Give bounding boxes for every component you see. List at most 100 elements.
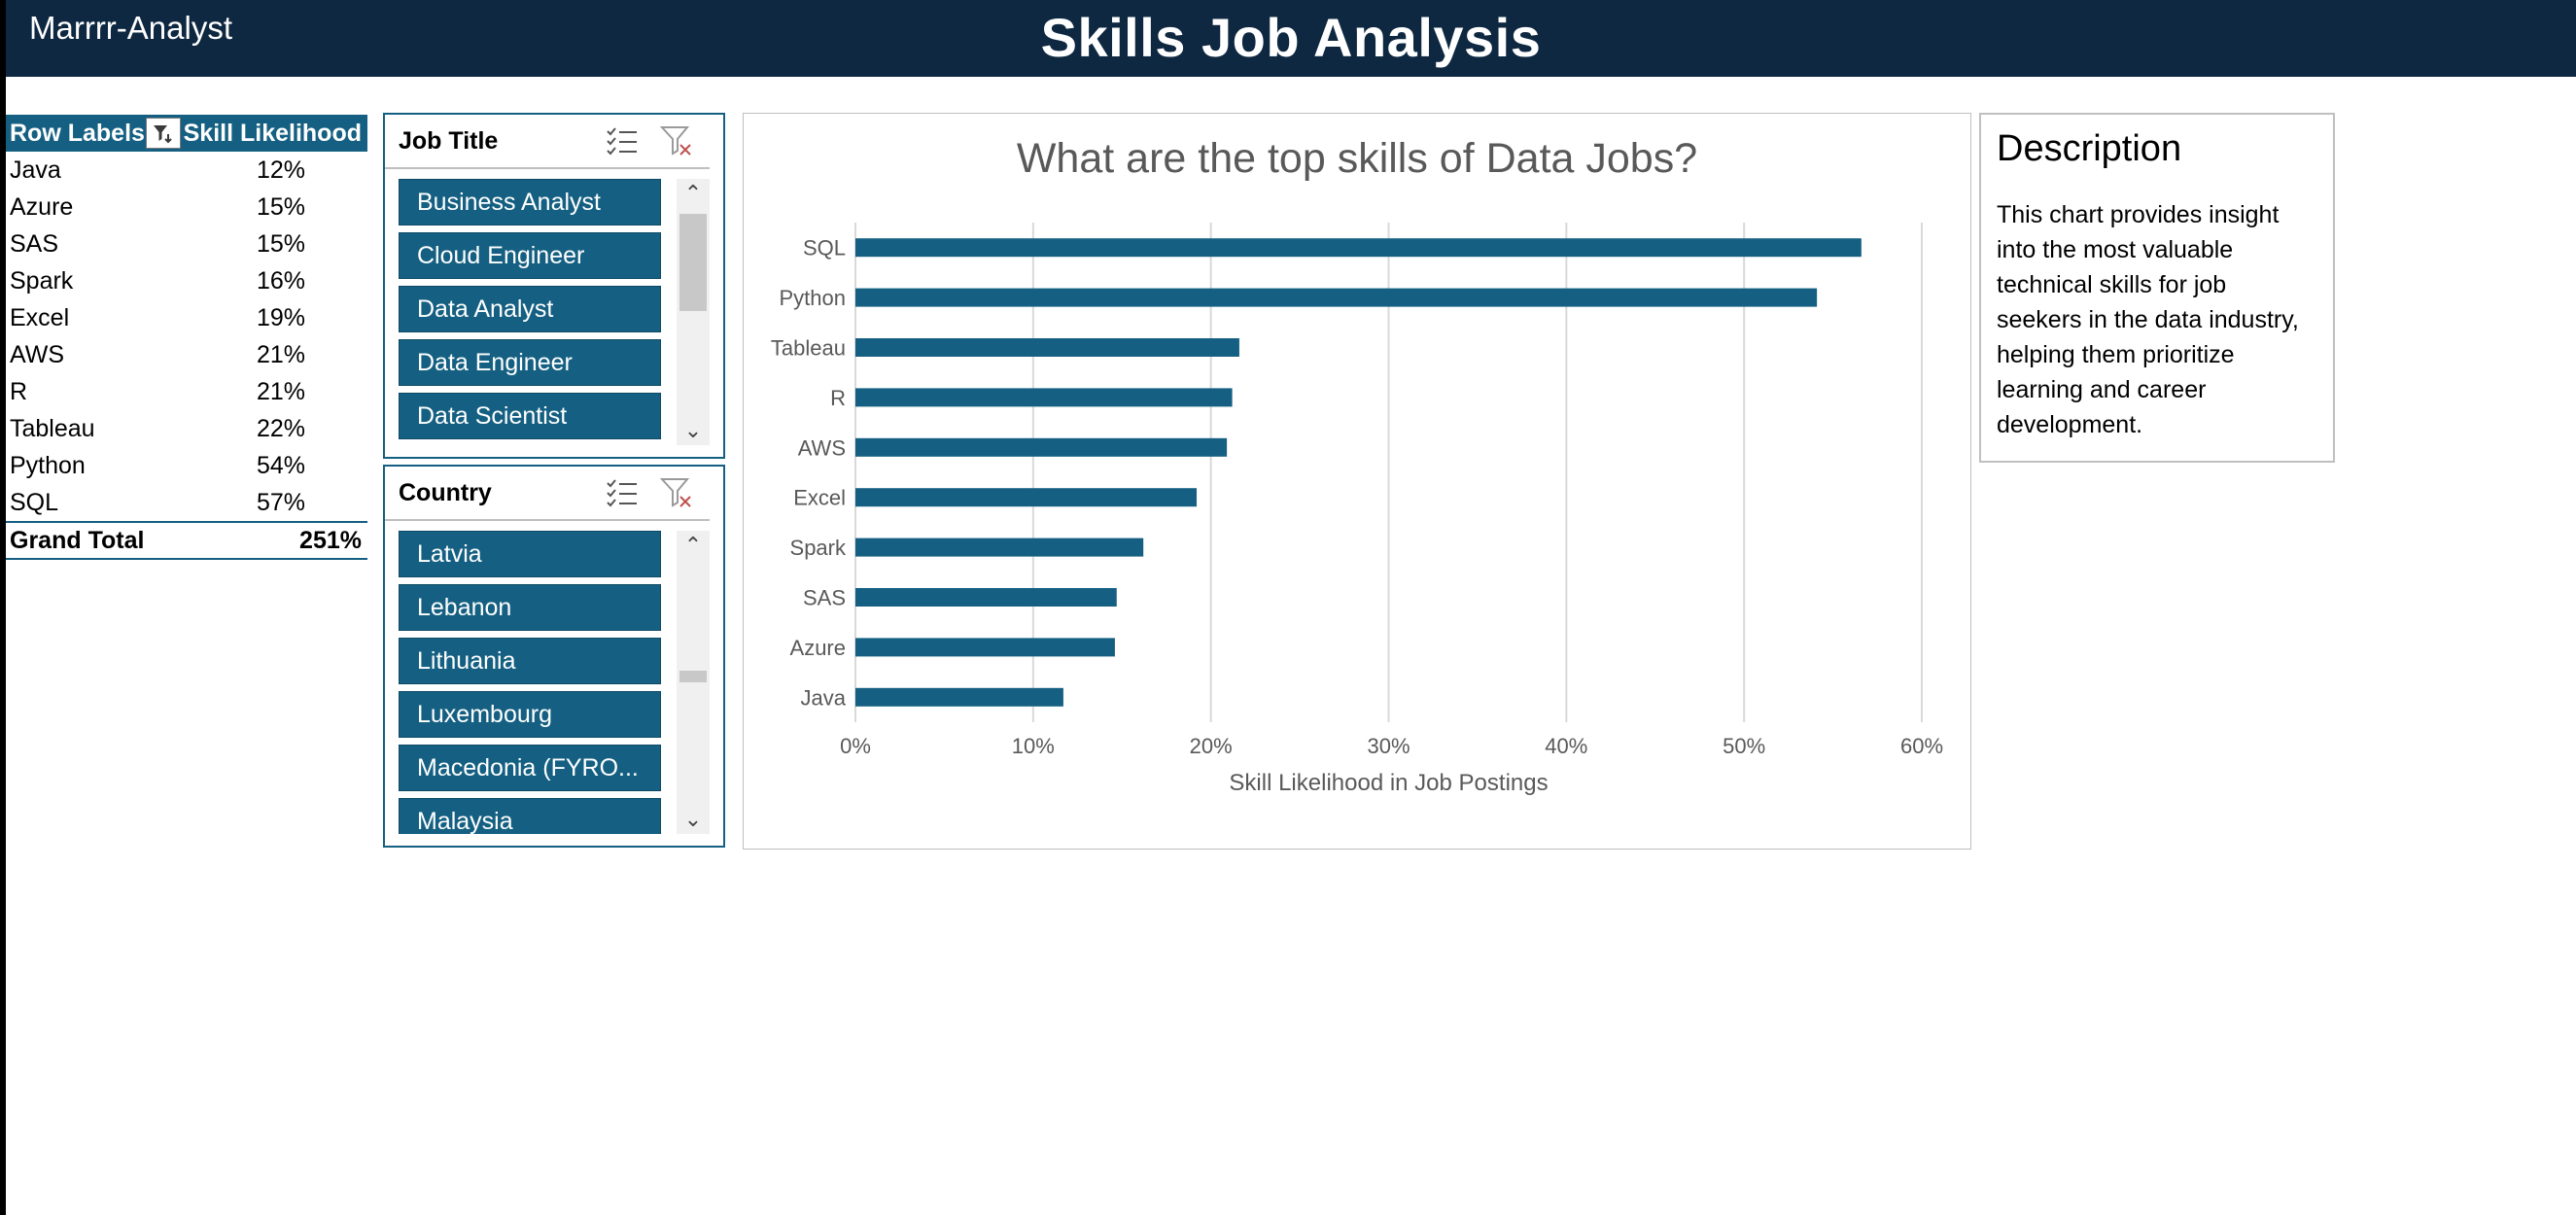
pivot-row-value: 12% [256, 156, 305, 184]
grand-total-label: Grand Total [10, 526, 145, 554]
y-tick-label: SQL [803, 236, 846, 260]
slicer-job-title: Job Title Business Analyst Cloud Engineer… [383, 113, 725, 459]
y-tick-label: SAS [803, 586, 846, 610]
slicer-item[interactable]: Lebanon [399, 584, 661, 631]
scroll-up-icon[interactable]: ⌃ [683, 533, 703, 557]
table-row[interactable]: Azure 15% [6, 189, 367, 226]
table-row[interactable]: Java 12% [6, 152, 367, 189]
x-tick-label: 60% [1900, 734, 1943, 758]
slicer-item[interactable]: Latvia [399, 531, 661, 577]
y-tick-label: Python [780, 286, 847, 310]
pivot-row-value: 16% [256, 266, 305, 295]
slicer-item[interactable]: Cloud Engineer [399, 232, 661, 279]
x-tick-label: 30% [1367, 734, 1410, 758]
pivot-header: Row Labels Skill Likelihood [6, 115, 367, 152]
clear-filter-icon [660, 126, 691, 156]
y-tick-label: Azure [790, 636, 846, 660]
table-row[interactable]: Excel 19% [6, 299, 367, 336]
pivot-row-label: Tableau [10, 414, 95, 442]
table-row[interactable]: SAS 15% [6, 226, 367, 262]
filter-dropdown-button[interactable] [146, 118, 181, 149]
x-tick-label: 10% [1012, 734, 1055, 758]
bar-java[interactable] [855, 687, 1063, 707]
bar-python[interactable] [855, 288, 1818, 307]
x-tick-label: 0% [840, 734, 871, 758]
y-tick-label: AWS [798, 435, 846, 460]
skills-chart[interactable]: What are the top skills of Data Jobs? 0%… [743, 113, 1971, 850]
slicer-item[interactable]: Malaysia [399, 798, 661, 834]
slicer-header: Country [385, 467, 710, 521]
chart-title: What are the top skills of Data Jobs? [1016, 135, 1698, 182]
slicer-item[interactable]: Lithuania [399, 638, 661, 684]
pivot-row-label: SQL [10, 488, 59, 516]
bar-azure[interactable] [855, 638, 1115, 657]
scroll-down-icon[interactable]: ⌄ [683, 418, 703, 442]
page-title: Skills Job Analysis [1040, 7, 1542, 68]
pivot-grand-total: Grand Total 251% [6, 521, 367, 560]
bar-r[interactable] [855, 388, 1233, 407]
pivot-row-label: Python [10, 451, 86, 479]
pivot-row-value: 15% [256, 229, 305, 258]
table-row[interactable]: AWS 21% [6, 336, 367, 373]
slicer-item[interactable]: Data Analyst [399, 286, 661, 332]
filter-icon [154, 125, 172, 144]
description-text: This chart provides insight into the mos… [1997, 201, 2299, 438]
pivot-row-label: AWS [10, 340, 65, 368]
table-row[interactable]: SQL 57% [6, 484, 367, 521]
slicer-scrollbar[interactable]: ⌃ ⌄ [677, 531, 710, 834]
pivot-row-value: 22% [256, 414, 305, 442]
bar-spark[interactable] [855, 538, 1144, 557]
grand-total-value: 251% [299, 526, 362, 554]
pivot-row-label: SAS [10, 229, 59, 258]
slicer-item[interactable]: Macedonia (FYRO... [399, 745, 661, 791]
scroll-up-icon[interactable]: ⌃ [683, 181, 703, 205]
bar-excel[interactable] [855, 488, 1198, 507]
window-edge [0, 0, 6, 1215]
header-banner: Marrrr-Analyst Skills Job Analysis [6, 0, 2576, 77]
table-row[interactable]: Python 54% [6, 447, 367, 484]
pivot-row-value: 15% [256, 192, 305, 221]
clear-filter-icon [660, 478, 691, 507]
pivot-row-label: Java [10, 156, 61, 184]
slicer-item[interactable]: Data Engineer [399, 339, 661, 386]
pivot-row-value: 57% [256, 488, 305, 516]
y-tick-label: Excel [793, 486, 846, 510]
table-row[interactable]: Tableau 22% [6, 410, 367, 447]
chart-plot: 0% 10% 20% 30% 40% 50% 60% SQL Python Tableau R AWS… [771, 223, 1943, 796]
slicer-scrollbar[interactable]: ⌃ ⌄ [677, 179, 710, 445]
bar-sas[interactable] [855, 588, 1117, 607]
slicer-item[interactable]: Data Scientist [399, 393, 661, 439]
clear-filter-button[interactable] [657, 123, 696, 158]
slicer-country: Country Latvia Lebanon Lithuania Luxembourg… [383, 465, 725, 848]
scroll-thumb[interactable] [679, 214, 707, 311]
slicer-title-country: Country [399, 478, 492, 506]
pivot-col-skill-likelihood: Skill Likelihood [183, 119, 362, 147]
bar-tableau[interactable] [855, 338, 1239, 357]
x-tick-label: 50% [1723, 734, 1765, 758]
pivot-col-row-labels: Row Labels [10, 119, 145, 147]
clear-filter-button[interactable] [657, 475, 696, 510]
slicer-body: Business Analyst Cloud Engineer Data Analy… [399, 179, 710, 445]
slicer-item[interactable]: Luxembourg [399, 691, 661, 738]
scroll-down-icon[interactable]: ⌄ [683, 807, 703, 831]
bar-aws[interactable] [855, 437, 1228, 457]
multi-select-button[interactable] [603, 123, 642, 158]
pivot-table: Row Labels Skill Likelihood Java 12% Azure… [6, 115, 367, 560]
slicer-item[interactable]: Business Analyst [399, 179, 661, 226]
slicer-title-job: Job Title [399, 126, 499, 155]
pivot-row-value: 19% [256, 303, 305, 331]
description-box: Description This chart provides insight … [1979, 113, 2335, 463]
table-row[interactable]: Spark 16% [6, 262, 367, 299]
bar-sql[interactable] [855, 238, 1862, 258]
table-row[interactable]: R 21% [6, 373, 367, 410]
pivot-row-value: 21% [256, 377, 305, 405]
multi-select-icon [607, 479, 637, 507]
y-tick-label: R [830, 386, 846, 410]
pivot-row-value: 21% [256, 340, 305, 368]
scroll-thumb[interactable] [679, 671, 707, 682]
y-tick-label: Spark [790, 536, 847, 560]
brand-label: Marrrr-Analyst [29, 10, 233, 46]
multi-select-button[interactable] [603, 475, 642, 510]
slicer-header: Job Title [385, 115, 710, 169]
x-axis-title: Skill Likelihood in Job Postings [1229, 770, 1548, 796]
